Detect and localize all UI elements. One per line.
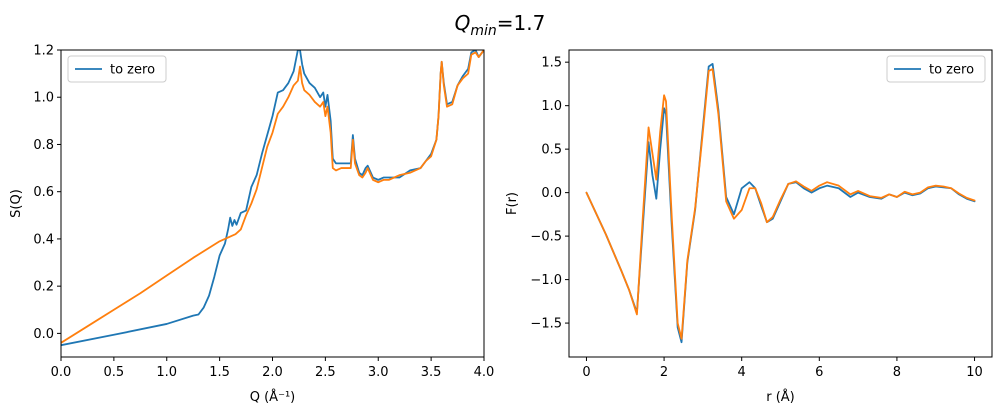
fr-series-line-unnamed-1	[585, 68, 976, 340]
sq-chart: 0.0 0.5 1.0 1.5 2.0 2.5 3.0 3.5 4.0 0.0 0.2 0.4 0.6 0…	[9, 44, 494, 406]
fr-x-tick-label: 6	[815, 365, 823, 380]
sq-y-tick-label: 0.0	[33, 327, 54, 342]
fr-series-line-to-zero	[585, 63, 976, 344]
suptitle-base: Q	[455, 11, 471, 35]
sq-y-tick-label: 0.2	[33, 280, 54, 295]
fr-x-tick-label: 10	[966, 365, 983, 380]
sq-axes-frame	[60, 49, 485, 358]
sq-series-line-unnamed-1	[61, 50, 484, 344]
sq-x-tick-label: 4.0	[474, 365, 495, 380]
sq-x-tick-label: 0.0	[51, 365, 72, 380]
fr-x-tick-label: 4	[738, 365, 746, 380]
fr-legend: to zero	[886, 55, 986, 83]
fr-y-axis-label: F(r)	[505, 192, 520, 215]
fr-y-tick-label: −1.0	[530, 273, 562, 288]
fr-axes-frame	[568, 49, 993, 358]
fr-legend-label: to zero	[929, 63, 974, 78]
fr-y-tick-label: 0.0	[541, 186, 562, 201]
suptitle-rest: =1.7	[497, 11, 546, 35]
fr-x-tick-label: 8	[893, 365, 901, 380]
fr-x-tick-label: 0	[582, 365, 590, 380]
fr-legend-box	[886, 55, 986, 83]
sq-x-tick-label: 0.5	[104, 365, 125, 380]
sq-legend-label: to zero	[110, 63, 155, 78]
sq-y-tick-label: 1.2	[33, 44, 54, 59]
fr-y-tick-label: 0.5	[541, 143, 562, 158]
fr-y-tick-label: −0.5	[530, 230, 562, 245]
sq-y-tick-label: 0.6	[33, 185, 54, 200]
fr-y-tick-label: −1.5	[530, 317, 562, 332]
sq-y-tick-label: 0.4	[33, 232, 54, 247]
fr-y-tick-label: 1.5	[541, 56, 562, 71]
sq-legend-box	[67, 55, 167, 83]
sq-x-tick-label: 1.5	[209, 365, 230, 380]
fr-series-group	[585, 63, 976, 344]
sq-x-tick-label: 3.0	[368, 365, 389, 380]
sq-y-tick-label: 0.8	[33, 138, 54, 153]
suptitle-subscript: min	[470, 23, 496, 39]
figure-suptitle: Qmin=1.7	[455, 11, 546, 39]
sq-series-line-to-zero	[61, 50, 484, 347]
sq-series-group	[61, 50, 484, 347]
fr-x-axis-label: r (Å)	[766, 389, 795, 405]
sq-x-tick-label: 3.5	[421, 365, 442, 380]
sq-x-tick-label: 2.5	[315, 365, 336, 380]
fr-y-tick-label: 1.0	[541, 99, 562, 114]
sq-x-tick-label: 2.0	[262, 365, 283, 380]
sq-y-axis-label: S(Q)	[9, 189, 24, 218]
sq-legend: to zero	[67, 55, 167, 83]
sq-y-tick-label: 1.0	[33, 91, 54, 106]
fr-x-tick-label: 2	[660, 365, 668, 380]
fr-chart: 0 2 4 6 8 10 −1.5 −1.0 −0.5 0.0 0.5 1.0 1.5 r (Å) F(r)…	[505, 49, 993, 405]
sq-x-tick-label: 1.0	[156, 365, 177, 380]
sq-x-axis-label: Q (Å⁻¹)	[250, 389, 295, 405]
